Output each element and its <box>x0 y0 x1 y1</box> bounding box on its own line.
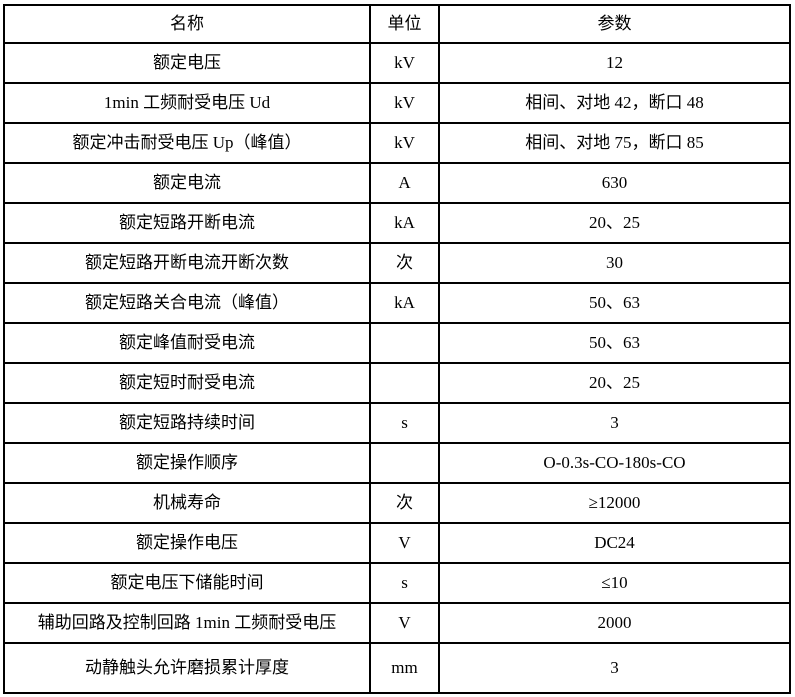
spec-unit-cell: 次 <box>369 482 440 524</box>
column-header-name: 名称 <box>3 4 371 44</box>
spec-value-cell: 2000 <box>438 602 791 644</box>
spec-value-cell: 20、25 <box>438 362 791 404</box>
spec-value-cell: 3 <box>438 642 791 694</box>
table-row: 1min 工频耐受电压 Ud kV 相间、对地 42，断口 48 <box>3 82 791 124</box>
table-row: 额定短路持续时间 s 3 <box>3 402 791 444</box>
table-row: 额定电压下储能时间 s ≤10 <box>3 562 791 604</box>
spec-unit-cell: mm <box>369 642 440 694</box>
table-row: 额定短路开断电流 kA 20、25 <box>3 202 791 244</box>
spec-value-cell: 相间、对地 75，断口 85 <box>438 122 791 164</box>
table-row: 额定电压 kV 12 <box>3 42 791 84</box>
table-row: 辅助回路及控制回路 1min 工频耐受电压 V 2000 <box>3 602 791 644</box>
spec-value-cell: O-0.3s-CO-180s-CO <box>438 442 791 484</box>
spec-value-cell: 630 <box>438 162 791 204</box>
spec-name-cell: 动静触头允许磨损累计厚度 <box>3 642 371 694</box>
spec-value-cell: 50、63 <box>438 282 791 324</box>
spec-unit-cell: kV <box>369 82 440 124</box>
spec-name-cell: 额定电压 <box>3 42 371 84</box>
spec-name-cell: 1min 工频耐受电压 Ud <box>3 82 371 124</box>
spec-name-cell: 额定短时耐受电流 <box>3 362 371 404</box>
spec-value-cell: ≤10 <box>438 562 791 604</box>
table-row: 额定峰值耐受电流 50、63 <box>3 322 791 364</box>
table-row: 动静触头允许磨损累计厚度 mm 3 <box>3 642 791 694</box>
column-header-param: 参数 <box>438 4 791 44</box>
table-row: 额定短时耐受电流 20、25 <box>3 362 791 404</box>
spec-unit-cell <box>369 362 440 404</box>
spec-name-cell: 机械寿命 <box>3 482 371 524</box>
spec-name-cell: 额定电压下储能时间 <box>3 562 371 604</box>
spec-table: 名称 单位 参数 额定电压 kV 12 1min 工频耐受电压 Ud kV 相间… <box>3 4 791 694</box>
spec-name-cell: 额定电流 <box>3 162 371 204</box>
spec-value-cell: 20、25 <box>438 202 791 244</box>
spec-value-cell: ≥12000 <box>438 482 791 524</box>
spec-name-cell: 额定短路开断电流开断次数 <box>3 242 371 284</box>
spec-value-cell: 12 <box>438 42 791 84</box>
column-header-unit: 单位 <box>369 4 440 44</box>
spec-unit-cell: 次 <box>369 242 440 284</box>
spec-name-cell: 额定操作电压 <box>3 522 371 564</box>
spec-unit-cell <box>369 442 440 484</box>
table-row: 额定操作电压 V DC24 <box>3 522 791 564</box>
spec-unit-cell <box>369 322 440 364</box>
spec-name-cell: 额定操作顺序 <box>3 442 371 484</box>
spec-unit-cell: A <box>369 162 440 204</box>
spec-name-cell: 额定短路关合电流（峰值） <box>3 282 371 324</box>
table-row: 额定操作顺序 O-0.3s-CO-180s-CO <box>3 442 791 484</box>
spec-unit-cell: s <box>369 562 440 604</box>
header-row: 名称 单位 参数 <box>3 4 791 44</box>
spec-name-cell: 额定峰值耐受电流 <box>3 322 371 364</box>
spec-name-cell: 辅助回路及控制回路 1min 工频耐受电压 <box>3 602 371 644</box>
spec-unit-cell: s <box>369 402 440 444</box>
spec-value-cell: 相间、对地 42，断口 48 <box>438 82 791 124</box>
spec-name-cell: 额定短路持续时间 <box>3 402 371 444</box>
table-row: 机械寿命 次 ≥12000 <box>3 482 791 524</box>
spec-value-cell: 3 <box>438 402 791 444</box>
table-row: 额定短路关合电流（峰值） kA 50、63 <box>3 282 791 324</box>
spec-unit-cell: kV <box>369 122 440 164</box>
spec-unit-cell: kA <box>369 202 440 244</box>
table-row: 额定短路开断电流开断次数 次 30 <box>3 242 791 284</box>
table-row: 额定电流 A 630 <box>3 162 791 204</box>
spec-name-cell: 额定冲击耐受电压 Up（峰值） <box>3 122 371 164</box>
spec-value-cell: 50、63 <box>438 322 791 364</box>
spec-unit-cell: V <box>369 522 440 564</box>
spec-unit-cell: kV <box>369 42 440 84</box>
spec-value-cell: 30 <box>438 242 791 284</box>
spec-name-cell: 额定短路开断电流 <box>3 202 371 244</box>
spec-unit-cell: V <box>369 602 440 644</box>
spec-unit-cell: kA <box>369 282 440 324</box>
table-row: 额定冲击耐受电压 Up（峰值） kV 相间、对地 75，断口 85 <box>3 122 791 164</box>
spec-value-cell: DC24 <box>438 522 791 564</box>
